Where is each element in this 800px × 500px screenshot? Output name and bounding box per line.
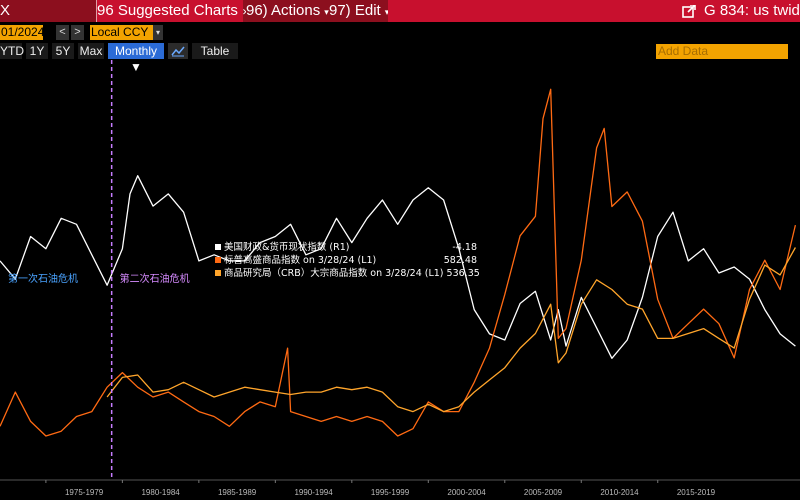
range-1y-button[interactable]: 1Y bbox=[26, 43, 48, 59]
series-line-2 bbox=[0, 88, 797, 437]
next-button[interactable]: > bbox=[71, 25, 84, 40]
legend-swatch bbox=[215, 257, 221, 263]
suggested-charts-button[interactable]: 96 Suggested Charts ✕ bbox=[96, 0, 249, 22]
annotation-label-2: 第二次石油危机 bbox=[120, 272, 190, 285]
function-field[interactable]: X bbox=[0, 0, 86, 22]
annotation-label-1: 第一次石油危机 bbox=[8, 272, 78, 285]
legend-swatch bbox=[215, 270, 221, 276]
add-data-input[interactable]: Add Data bbox=[656, 44, 788, 59]
prev-button[interactable]: < bbox=[56, 25, 69, 40]
export-icon[interactable] bbox=[682, 5, 696, 18]
suggested-charts-label: 96 Suggested Charts bbox=[97, 2, 238, 19]
chart-title: G 834: us twide bbox=[704, 2, 800, 19]
line-chart-icon[interactable] bbox=[168, 43, 188, 59]
chevron-down-icon: ▾ bbox=[324, 7, 329, 17]
actions-label: 96) Actions bbox=[246, 2, 321, 19]
series-line-3 bbox=[106, 247, 796, 413]
legend-value: 582.48 bbox=[444, 255, 477, 266]
x-tick-label: 2015-2019 bbox=[677, 488, 716, 497]
legend-label: 美国财政&货币现状指数 (R1) bbox=[224, 241, 350, 253]
x-tick-label: 1990-1994 bbox=[294, 488, 333, 497]
range-5y-button[interactable]: 5Y bbox=[52, 43, 74, 59]
edit-label: 97) Edit bbox=[329, 2, 381, 19]
x-tick-label: 1975-1979 bbox=[65, 488, 104, 497]
actions-menu[interactable]: 96) Actions ▾ bbox=[246, 0, 329, 22]
date-input[interactable]: 01/2024 bbox=[0, 25, 43, 40]
edit-menu[interactable]: 97) Edit ▾ bbox=[329, 0, 390, 22]
series-line-1 bbox=[0, 175, 796, 359]
currency-select[interactable]: Local CCY bbox=[90, 25, 153, 40]
frequency-dropdown[interactable]: Monthly ▼ bbox=[108, 43, 164, 74]
x-tick-label: 2005-2009 bbox=[524, 488, 563, 497]
chevron-down-icon: ▾ bbox=[384, 7, 390, 17]
x-tick-label: 1995-1999 bbox=[371, 488, 410, 497]
x-tick-label: 1980-1984 bbox=[141, 488, 180, 497]
range-max-button[interactable]: Max bbox=[78, 43, 104, 59]
x-tick-label: 2010-2014 bbox=[600, 488, 639, 497]
function-field-text: X bbox=[0, 2, 11, 19]
x-tick-label: 2000-2004 bbox=[447, 488, 486, 497]
legend-swatch bbox=[215, 244, 221, 250]
date-currency-row: 01/2024 < > Local CCY ▾ bbox=[0, 24, 800, 41]
range-ytd-button[interactable]: YTD bbox=[0, 43, 24, 59]
close-icon[interactable]: ✕ bbox=[242, 7, 250, 17]
x-tick-label: 1985-1989 bbox=[218, 488, 257, 497]
table-button[interactable]: Table bbox=[192, 43, 238, 59]
line-chart: 1975-1979 1980-1984 1985-1989 1990-1994 1995… bbox=[0, 60, 800, 497]
top-toolbar: X 96 Suggested Charts✕ 96) Actions▾ 97) … bbox=[0, 0, 800, 22]
currency-dropdown-icon[interactable]: ▾ bbox=[153, 25, 163, 40]
legend-value: -4.18 bbox=[452, 242, 477, 253]
legend-label: 标普高盛商品指数 on 3/28/24 (L1) bbox=[224, 254, 376, 266]
title-bar: G 834: us twide bbox=[388, 0, 800, 22]
range-toolbar: YTD 1Y 5Y Max Monthly ▼ Table Add Data bbox=[0, 43, 800, 74]
legend-label: 商品研究局（CRB）大宗商品指数 on 3/28/24 (L1) 536.35 bbox=[224, 267, 480, 279]
